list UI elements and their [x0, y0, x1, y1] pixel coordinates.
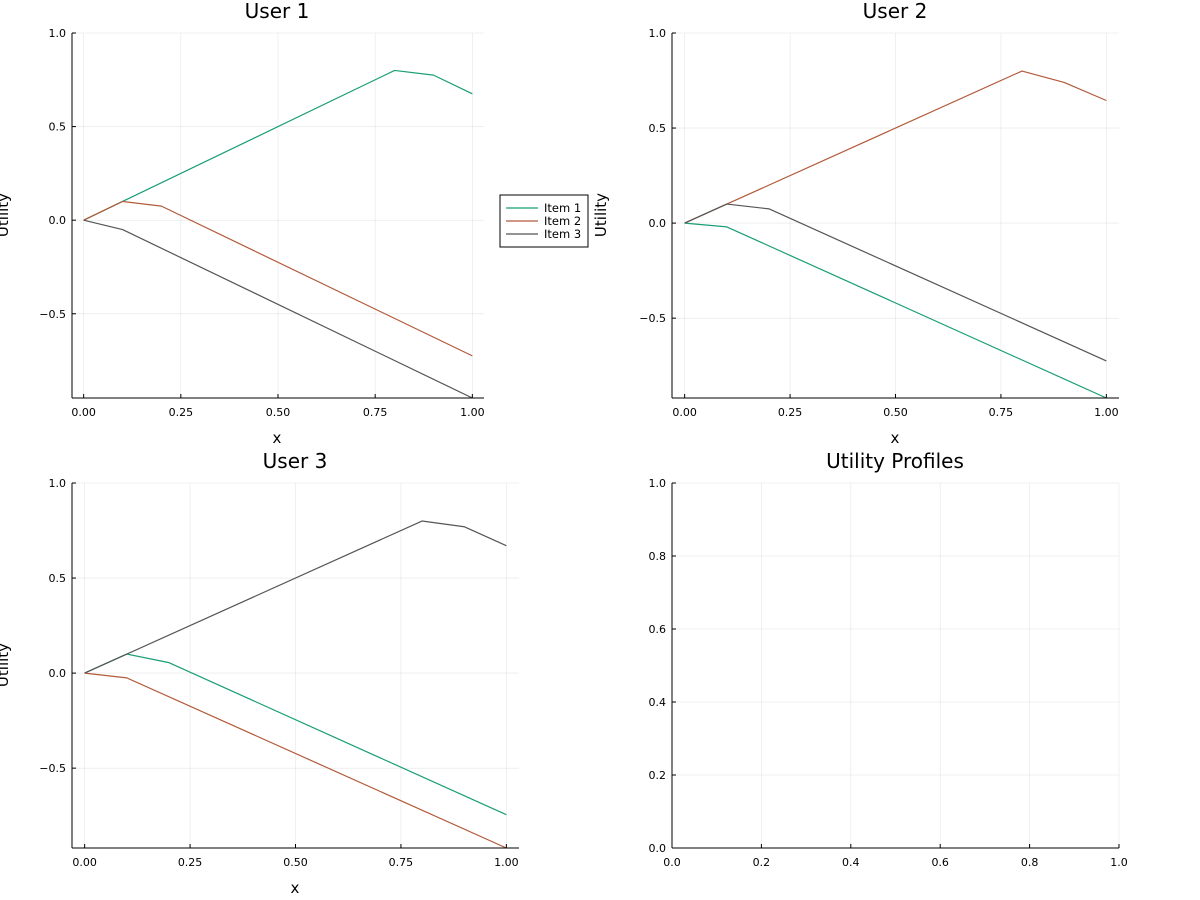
- y-tick-label: 0.0: [649, 842, 667, 855]
- x-tick-label: 1.00: [460, 406, 485, 419]
- x-tick-label: 0.75: [389, 856, 414, 869]
- x-tick-label: 0.8: [1021, 856, 1039, 869]
- legend-label: Item 2: [544, 214, 581, 228]
- y-tick-label: 0.0: [649, 217, 667, 230]
- plot-title: Utility Profiles: [826, 449, 964, 473]
- plot-title: User 2: [863, 0, 928, 23]
- subplot-user-3: 0.00 0.25 0.50 0.75 1.00 −0.5 0.0 0.5 1.0 User 3…: [0, 449, 519, 897]
- x-tick-label: 1.00: [1094, 406, 1119, 419]
- y-axis-label: Utility: [592, 193, 610, 237]
- legend-label: Item 1: [544, 201, 581, 215]
- axes: 0.00 0.25 0.50 0.75 1.00 −0.5 0.0 0.5 1.0: [639, 27, 1119, 419]
- series-line-item-3: [84, 520, 507, 674]
- y-tick-label: 0.0: [49, 214, 67, 227]
- y-tick-label: 0.0: [49, 667, 67, 680]
- y-tick-label: 1.0: [649, 477, 667, 490]
- plot-title: User 3: [263, 449, 328, 473]
- x-tick-label: 1.00: [494, 856, 519, 869]
- x-tick-label: 0.00: [672, 406, 697, 419]
- axes: 0.00 0.25 0.50 0.75 1.00 −0.5 0.0 0.5 1.0: [39, 477, 519, 869]
- y-tick-label: 0.6: [649, 623, 667, 636]
- x-tick-label: 0.50: [283, 856, 308, 869]
- x-tick-label: 0.6: [931, 856, 949, 869]
- series-layer: [684, 70, 1107, 399]
- grid: [72, 482, 519, 848]
- x-tick-label: 0.4: [842, 856, 860, 869]
- x-axis-label: x: [891, 429, 900, 447]
- subplot-utility-profiles: 0.0 0.2 0.4 0.6 0.8 1.0 0.0 0.2 0.4 0.6 0.8 1.0 Uti…: [649, 449, 1128, 869]
- x-tick-label: 0.25: [169, 406, 194, 419]
- series-layer: [84, 520, 507, 849]
- y-tick-label: −0.5: [639, 312, 666, 325]
- legend-label: Item 3: [544, 227, 581, 241]
- x-tick-label: 0.50: [883, 406, 908, 419]
- y-tick-label: 0.5: [649, 122, 667, 135]
- y-tick-label: 1.0: [49, 477, 67, 490]
- y-tick-label: 0.4: [649, 696, 667, 709]
- y-tick-label: 0.2: [649, 769, 667, 782]
- series-line-item-2: [84, 672, 507, 849]
- series-line-item-3: [684, 203, 1107, 362]
- y-tick-label: 0.5: [49, 572, 67, 585]
- y-tick-label: 0.8: [649, 550, 667, 563]
- y-tick-label: −0.5: [39, 762, 66, 775]
- plot-title: User 1: [245, 0, 310, 23]
- series-line-item-2: [83, 200, 473, 357]
- x-axis-label: x: [291, 879, 300, 897]
- x-tick-label: 0.50: [266, 406, 291, 419]
- x-tick-label: 0.2: [753, 856, 771, 869]
- x-tick-label: 0.00: [72, 856, 97, 869]
- x-tick-label: 1.0: [1110, 856, 1128, 869]
- x-tick-label: 0.75: [989, 406, 1014, 419]
- grid: [72, 32, 484, 398]
- series-layer: [83, 69, 473, 399]
- grid: [671, 482, 1120, 849]
- grid: [672, 32, 1119, 398]
- y-tick-label: −0.5: [39, 308, 66, 321]
- x-axis-label: x: [273, 429, 282, 447]
- y-tick-label: 1.0: [49, 27, 67, 40]
- x-tick-label: 0.00: [71, 406, 96, 419]
- y-axis-label: Utility: [0, 643, 12, 687]
- series-line-item-3: [83, 219, 473, 399]
- y-tick-label: 0.5: [49, 121, 67, 134]
- series-line-item-1: [684, 222, 1107, 399]
- subplot-user-2: 0.00 0.25 0.50 0.75 1.00 −0.5 0.0 0.5 1.0 User 2…: [592, 0, 1119, 447]
- x-tick-label: 0.25: [778, 406, 803, 419]
- x-tick-label: 0.0: [663, 856, 681, 869]
- y-tick-label: 1.0: [649, 27, 667, 40]
- subplot-user-1: 0.00 0.25 0.50 0.75 1.00 −0.5 0.0 0.5 1.0 User 1…: [0, 0, 589, 447]
- x-tick-label: 0.25: [178, 856, 203, 869]
- axes: 0.0 0.2 0.4 0.6 0.8 1.0 0.0 0.2 0.4 0.6 0.8 1.0: [649, 477, 1128, 869]
- x-tick-label: 0.75: [363, 406, 388, 419]
- axes: 0.00 0.25 0.50 0.75 1.00 −0.5 0.0 0.5 1.0: [39, 27, 484, 419]
- y-axis-label: Utility: [0, 193, 12, 237]
